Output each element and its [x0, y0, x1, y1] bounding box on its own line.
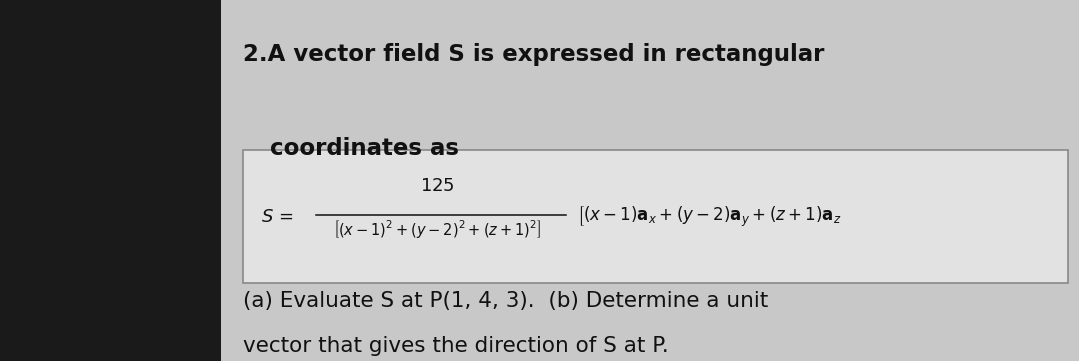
Text: $\left[(x-1)\mathbf{a}_x+(y-2)\mathbf{a}_y+(z+1)\mathbf{a}_z\right.$: $\left[(x-1)\mathbf{a}_x+(y-2)\mathbf{a}…	[577, 204, 842, 229]
Bar	[0, 0, 221, 361]
Text: (a) Evaluate S at P(1, 4, 3).  (b) Determine a unit: (a) Evaluate S at P(1, 4, 3). (b) Determ…	[243, 291, 768, 310]
Text: $S\,=$: $S\,=$	[261, 208, 295, 226]
Text: $125$: $125$	[420, 177, 454, 195]
Text: $\left[(x-1)^2+(y-2)^2+(z+1)^2\right]$: $\left[(x-1)^2+(y-2)^2+(z+1)^2\right]$	[333, 218, 541, 240]
Text: coordinates as: coordinates as	[270, 137, 459, 160]
FancyBboxPatch shape	[243, 150, 1068, 283]
Text: 2.A vector field S is expressed in rectangular: 2.A vector field S is expressed in recta…	[243, 43, 824, 66]
Text: vector that gives the direction of S at P.: vector that gives the direction of S at …	[243, 336, 669, 356]
